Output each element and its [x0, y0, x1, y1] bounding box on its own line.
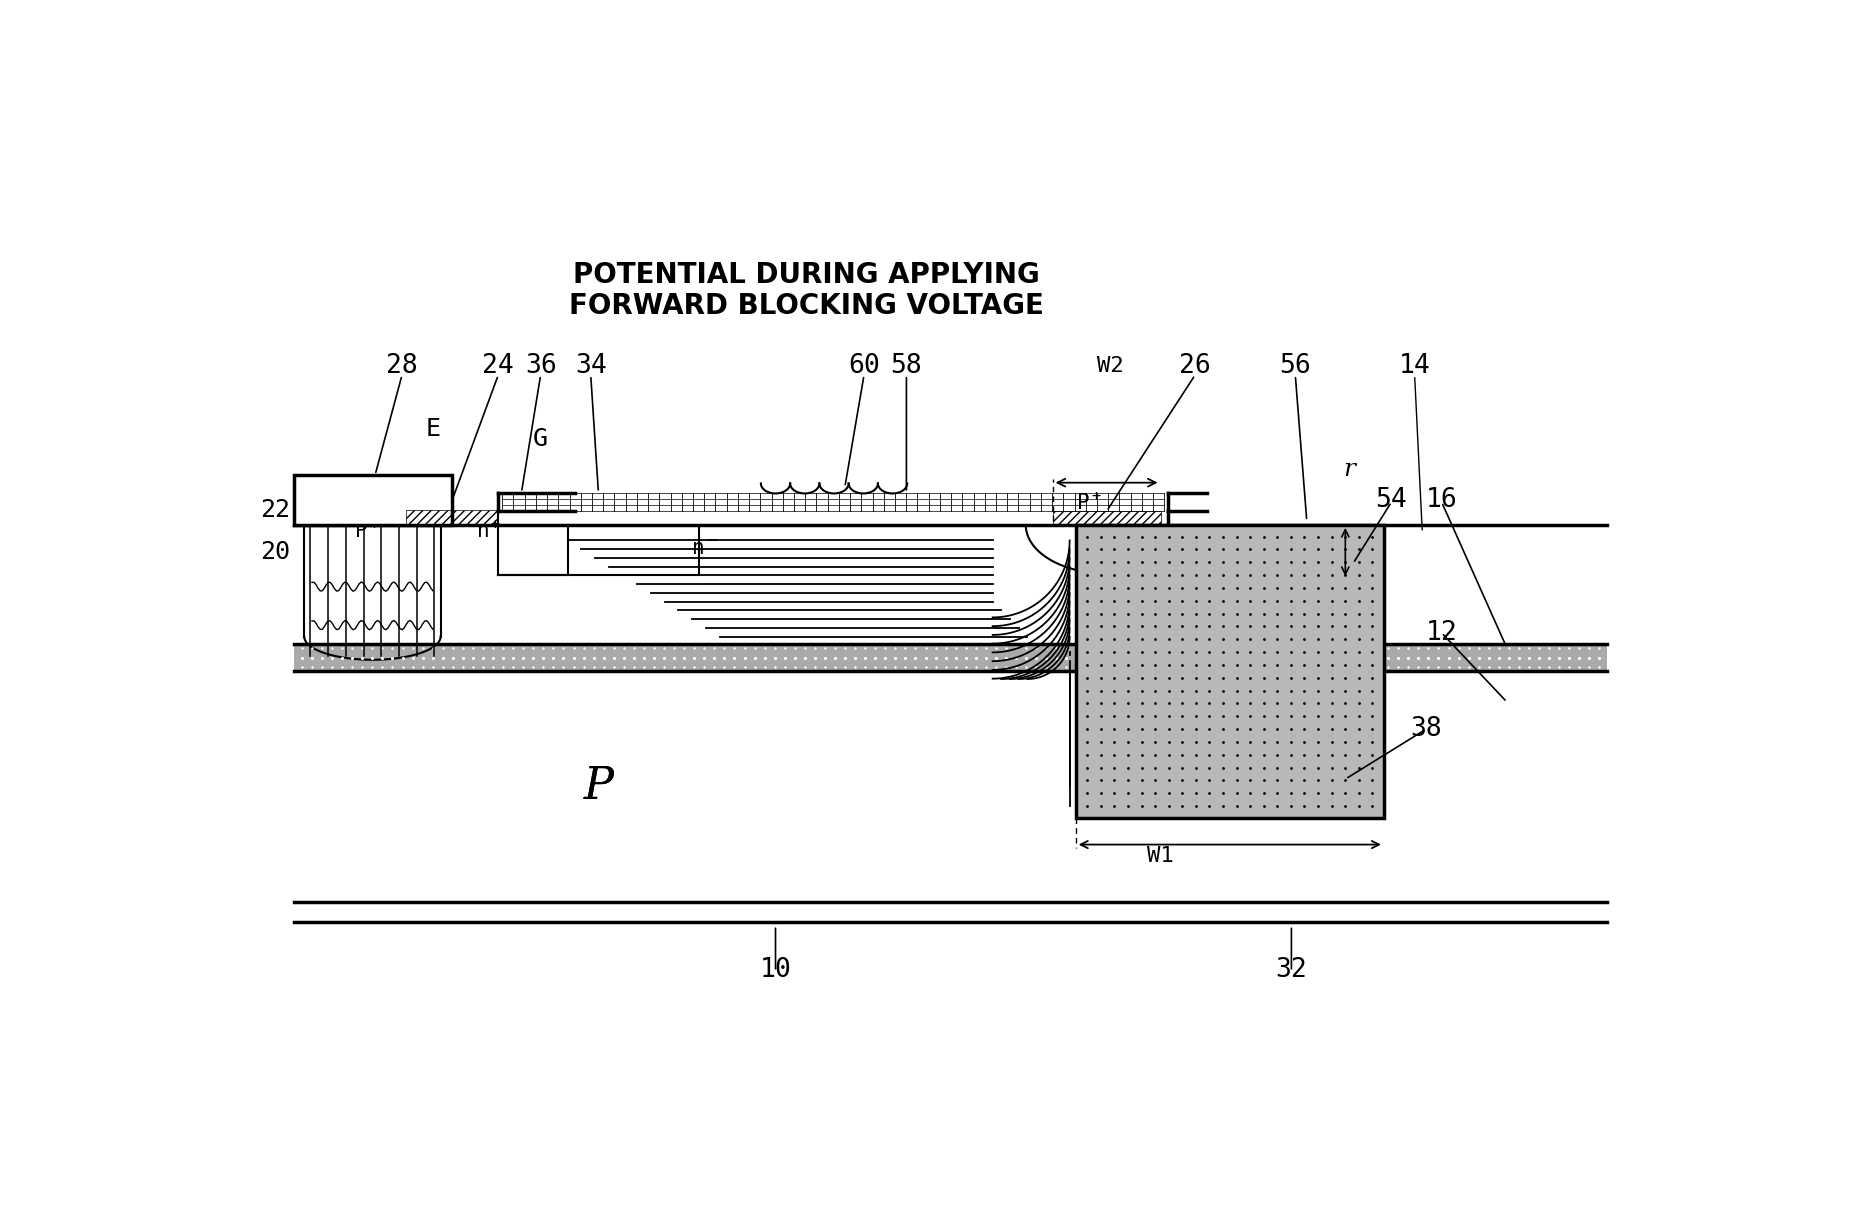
Text: r: r: [1343, 458, 1356, 481]
Text: 24: 24: [482, 352, 514, 379]
Bar: [295, 644, 1606, 671]
Text: 60: 60: [848, 352, 879, 379]
Text: 56: 56: [1280, 352, 1311, 379]
Text: 22: 22: [260, 497, 289, 522]
Bar: [1054, 511, 1161, 524]
Text: 26: 26: [1180, 352, 1211, 379]
Text: +: +: [369, 517, 378, 532]
Bar: [406, 510, 499, 524]
Text: E: E: [425, 417, 440, 441]
Text: POTENTIAL DURING APPLYING: POTENTIAL DURING APPLYING: [573, 261, 1039, 289]
Text: P: P: [584, 766, 614, 809]
Text: 12: 12: [1426, 620, 1458, 646]
Text: n: n: [692, 538, 705, 558]
Text: 38: 38: [1410, 716, 1441, 742]
Text: P: P: [1078, 494, 1091, 513]
Text: P: P: [584, 766, 614, 809]
Text: 34: 34: [575, 352, 607, 379]
Text: 14: 14: [1399, 352, 1430, 379]
Text: +: +: [1091, 489, 1100, 503]
Text: W2: W2: [1096, 356, 1124, 375]
Text: G: G: [532, 427, 549, 451]
Text: 16: 16: [1426, 487, 1458, 513]
Text: 28: 28: [386, 352, 417, 379]
Text: W1: W1: [1146, 846, 1174, 867]
Text: FORWARD BLOCKING VOLTAGE: FORWARD BLOCKING VOLTAGE: [569, 292, 1044, 320]
Text: −: −: [707, 532, 718, 550]
Text: P: P: [354, 521, 367, 542]
Bar: [1076, 524, 1384, 817]
Text: 36: 36: [525, 352, 556, 379]
Text: 20: 20: [260, 540, 289, 564]
Text: 10: 10: [761, 956, 792, 984]
Text: 32: 32: [1276, 956, 1308, 984]
Text: +: +: [490, 517, 499, 532]
Text: 54: 54: [1376, 487, 1408, 513]
Bar: [295, 475, 453, 524]
Text: 58: 58: [890, 352, 922, 379]
Text: n: n: [477, 521, 490, 542]
